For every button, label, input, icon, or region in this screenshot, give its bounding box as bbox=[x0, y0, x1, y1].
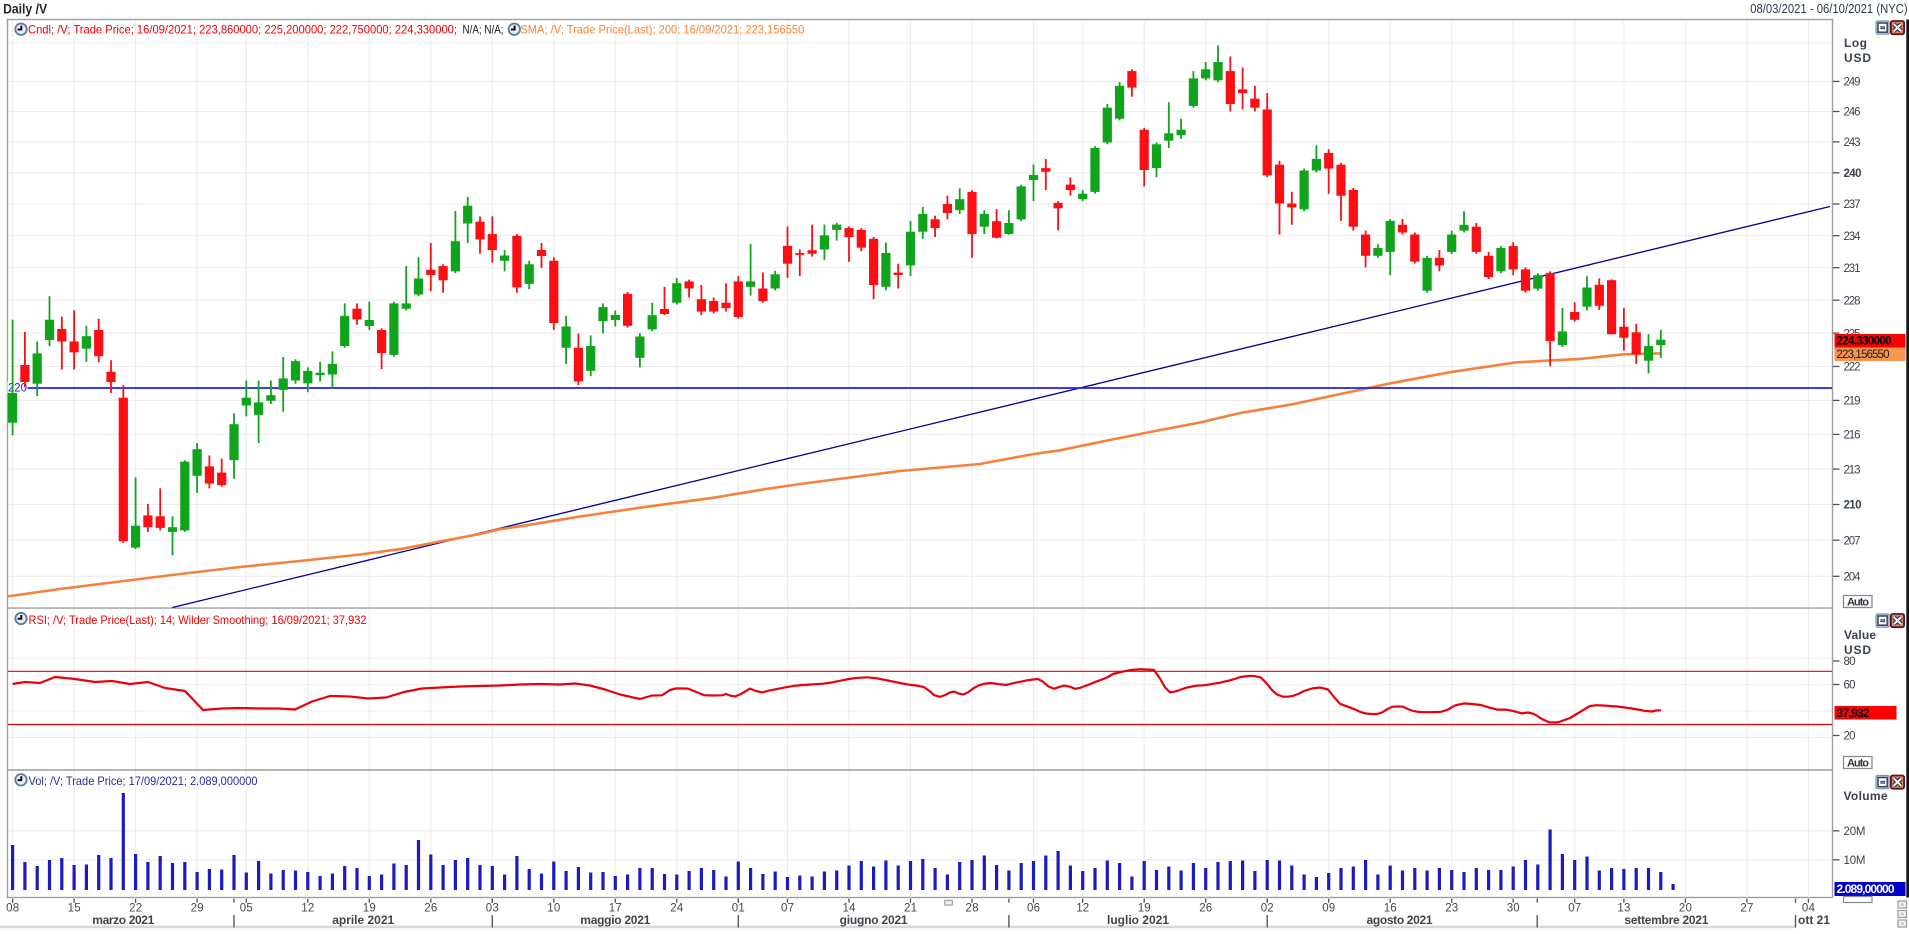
svg-text:Volume: Volume bbox=[1844, 789, 1888, 803]
svg-text:26: 26 bbox=[424, 903, 437, 915]
svg-text:213: 213 bbox=[1844, 464, 1861, 476]
svg-text:24: 24 bbox=[670, 903, 684, 915]
svg-text:13: 13 bbox=[1617, 903, 1630, 915]
svg-text:agosto 2021: agosto 2021 bbox=[1367, 913, 1433, 927]
svg-text:09: 09 bbox=[1322, 903, 1335, 915]
svg-text:10M: 10M bbox=[1844, 855, 1866, 867]
svg-text:21: 21 bbox=[904, 903, 917, 915]
svg-text:23: 23 bbox=[1445, 903, 1458, 915]
svg-text:USD: USD bbox=[1844, 51, 1871, 65]
svg-text:14: 14 bbox=[843, 903, 857, 915]
svg-text:03: 03 bbox=[486, 903, 499, 915]
svg-text:N/A; N/A;: N/A; N/A; bbox=[463, 22, 504, 36]
svg-text:08/03/2021 - 06/10/2021 (NYC): 08/03/2021 - 06/10/2021 (NYC) bbox=[1750, 2, 1908, 16]
svg-text:223,156550: 223,156550 bbox=[1837, 349, 1890, 361]
svg-text:26: 26 bbox=[1199, 903, 1212, 915]
svg-text:224,330000: 224,330000 bbox=[1837, 336, 1892, 348]
svg-text:12: 12 bbox=[1076, 903, 1089, 915]
svg-text:19: 19 bbox=[1138, 903, 1151, 915]
svg-text:giugno 2021: giugno 2021 bbox=[840, 913, 908, 927]
svg-text:246: 246 bbox=[1844, 107, 1861, 119]
svg-text:2.089,00000: 2.089,00000 bbox=[1837, 882, 1895, 896]
svg-text:12: 12 bbox=[301, 903, 314, 915]
svg-text:02: 02 bbox=[1261, 903, 1274, 915]
svg-text:aprile 2021: aprile 2021 bbox=[332, 913, 394, 927]
svg-text:60: 60 bbox=[1844, 680, 1856, 692]
svg-text:249: 249 bbox=[1844, 77, 1861, 89]
svg-text:27: 27 bbox=[1740, 903, 1753, 915]
svg-text:17: 17 bbox=[609, 903, 622, 915]
svg-text:228: 228 bbox=[1844, 295, 1861, 307]
svg-text:219: 219 bbox=[1844, 396, 1861, 408]
svg-text:05: 05 bbox=[240, 903, 253, 915]
svg-text:30: 30 bbox=[1507, 903, 1520, 915]
svg-text:maggio 2021: maggio 2021 bbox=[580, 913, 650, 927]
svg-text:08: 08 bbox=[6, 903, 19, 915]
svg-text:07: 07 bbox=[781, 903, 794, 915]
svg-text:07: 07 bbox=[1568, 903, 1581, 915]
svg-text:ott 21: ott 21 bbox=[1798, 913, 1830, 927]
svg-text:15: 15 bbox=[68, 903, 81, 915]
svg-text:Cndl; /V; Trade Price; 16/09/: Cndl; /V; Trade Price; 16/09/2021; 223,8… bbox=[28, 22, 457, 36]
svg-text:22: 22 bbox=[129, 903, 142, 915]
svg-text:Auto: Auto bbox=[1847, 596, 1869, 608]
svg-text:10: 10 bbox=[547, 903, 560, 915]
svg-text:80: 80 bbox=[1844, 656, 1856, 668]
svg-text:240: 240 bbox=[1844, 168, 1862, 180]
svg-text:37,932: 37,932 bbox=[1837, 706, 1870, 720]
svg-text:16: 16 bbox=[1384, 903, 1397, 915]
svg-text:SMA; /V; Trade Price(Last); 2: SMA; /V; Trade Price(Last); 200; 16/09/2… bbox=[520, 22, 804, 36]
svg-text:Vol; /V; Trade Price; 17/09/2: Vol; /V; Trade Price; 17/09/2021; 2.089,… bbox=[29, 774, 258, 788]
svg-text:19: 19 bbox=[363, 903, 376, 915]
svg-text:237: 237 bbox=[1844, 199, 1861, 211]
svg-text:20: 20 bbox=[1844, 731, 1856, 743]
svg-text:04: 04 bbox=[1802, 903, 1816, 915]
svg-text:Daily /V: Daily /V bbox=[3, 1, 47, 16]
svg-text:20M: 20M bbox=[1844, 826, 1866, 838]
svg-text:USD: USD bbox=[1844, 643, 1871, 657]
svg-text:RSI; /V; Trade Price(Last); 1: RSI; /V; Trade Price(Last); 14; Wilder S… bbox=[29, 613, 367, 627]
svg-text:28: 28 bbox=[966, 903, 979, 915]
svg-text:231: 231 bbox=[1844, 263, 1861, 275]
svg-text:marzo 2021: marzo 2021 bbox=[92, 913, 154, 927]
svg-text:06: 06 bbox=[1027, 903, 1040, 915]
svg-text:243: 243 bbox=[1844, 137, 1861, 149]
svg-text:Log: Log bbox=[1844, 36, 1867, 50]
svg-text:Value: Value bbox=[1844, 628, 1876, 642]
svg-text:Auto: Auto bbox=[1847, 757, 1869, 769]
svg-text:luglio 2021: luglio 2021 bbox=[1107, 913, 1169, 927]
svg-text:29: 29 bbox=[191, 903, 204, 915]
svg-text:207: 207 bbox=[1844, 535, 1861, 547]
svg-text:settembre 2021: settembre 2021 bbox=[1624, 913, 1708, 927]
svg-text:234: 234 bbox=[1844, 231, 1862, 243]
svg-text:216: 216 bbox=[1844, 430, 1861, 442]
svg-text:204: 204 bbox=[1844, 572, 1862, 584]
svg-text:01: 01 bbox=[732, 903, 745, 915]
svg-text:20: 20 bbox=[1679, 903, 1692, 915]
svg-text:210: 210 bbox=[1844, 500, 1862, 512]
svg-text:222: 222 bbox=[1844, 362, 1861, 374]
